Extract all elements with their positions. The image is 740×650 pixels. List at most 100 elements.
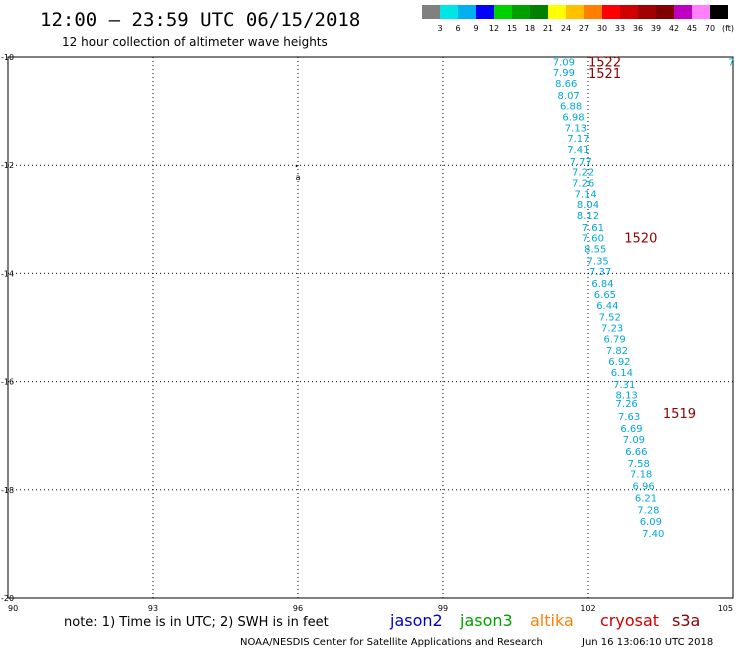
color-scale-tick: 6 — [455, 24, 460, 33]
wave-height-label: 6.44 — [596, 301, 618, 312]
color-scale-swatch — [548, 5, 566, 19]
color-scale-tick: 24 — [561, 24, 571, 33]
wave-height-label: 6.69 — [620, 424, 642, 435]
color-scale-tick: (ft) — [722, 24, 734, 33]
wave-height-label: 7.41 — [567, 145, 589, 156]
satellite-legend-jason3: jason3 — [459, 611, 513, 630]
x-tick-label: 102 — [580, 604, 595, 613]
color-scale-tick: 9 — [473, 24, 478, 33]
color-scale-swatch — [584, 5, 602, 19]
color-scale-swatch — [422, 5, 440, 19]
x-tick-label: 105 — [718, 604, 733, 613]
wave-height-label: 8.12 — [577, 211, 599, 222]
pass-number-label: 1522 — [588, 55, 621, 70]
x-tick-label: 90 — [8, 604, 18, 613]
y-tick-label: -14 — [1, 269, 14, 278]
wave-height-label: 6.21 — [635, 493, 657, 504]
pass-number-label: 1520 — [624, 232, 657, 247]
wave-height-label: 7.31 — [613, 380, 635, 391]
satellite-legend-s3a: s3a — [672, 611, 700, 630]
wave-height-label: 6.84 — [591, 279, 613, 290]
wave-height-label: 6.88 — [560, 102, 582, 113]
axis-ticks: 90 93 96 99 102 105 -10 -12 -14 -16 -18 -20 — [1, 53, 733, 613]
color-scale-swatch — [620, 5, 638, 19]
color-scale-legend: 3 6 9 12 15 18 21 24 27 30 33 36 39 42 45 70 (ft) — [422, 5, 734, 33]
wave-height-label: 7.77 — [570, 157, 592, 168]
wave-height-label: 7.63 — [618, 412, 640, 423]
color-scale-swatch — [602, 5, 620, 19]
color-scale-tick: 27 — [579, 24, 589, 33]
color-scale-tick: 3 — [437, 24, 442, 33]
wave-height-label: 6.98 — [562, 113, 584, 124]
edge-value-label: 7 — [728, 57, 734, 68]
color-scale-swatch — [710, 5, 728, 19]
wave-height-label: 6.09 — [640, 517, 662, 528]
annotation-label: a — [296, 173, 301, 182]
wave-height-label: 7.23 — [601, 324, 623, 335]
y-tick-label: -18 — [1, 486, 14, 495]
x-tick-label: 99 — [438, 604, 448, 613]
color-scale-swatch — [440, 5, 458, 19]
chart-subtitle: 12 hour collection of altimeter wave hei… — [62, 35, 328, 49]
wave-height-label: 8.04 — [577, 200, 599, 211]
x-tick-label: 96 — [293, 604, 303, 613]
wave-height-label: 8.66 — [555, 79, 577, 90]
wave-height-label: 7.40 — [642, 529, 664, 540]
wave-height-label: 6.92 — [608, 357, 630, 368]
satellite-legend-jason2: jason2 — [389, 611, 443, 630]
wave-height-label: 7.82 — [606, 346, 628, 357]
color-scale-tick: 21 — [543, 24, 553, 33]
color-scale-swatch — [656, 5, 674, 19]
chart-title: 12:00 – 23:59 UTC 06/15/2018 — [40, 9, 360, 31]
color-scale-tick: 30 — [597, 24, 607, 33]
wave-height-label: 6.79 — [603, 334, 625, 345]
satellite-legend: jason2 jason3 altika cryosat s3a — [389, 611, 700, 630]
grid-lines — [8, 57, 733, 598]
color-scale-swatch — [530, 5, 548, 19]
wave-height-label: 7.52 — [599, 313, 621, 324]
wave-height-label: 7.37 — [589, 267, 611, 278]
pass-number-label: 1519 — [663, 407, 696, 422]
y-tick-label: -12 — [1, 161, 14, 170]
color-scale-swatch — [494, 5, 512, 19]
wave-height-label: 7.60 — [582, 234, 604, 245]
wave-height-label: 7.13 — [565, 123, 587, 134]
footer-credit: NOAA/NESDIS Center for Satellite Applica… — [240, 637, 543, 648]
wave-height-label: 7.14 — [574, 189, 596, 200]
wave-height-label: 7.18 — [630, 470, 652, 481]
wave-height-label: 7.35 — [587, 256, 609, 267]
wave-height-label: 6.14 — [611, 368, 633, 379]
wave-height-label: 7.09 — [553, 57, 575, 68]
color-scale-tick: 33 — [615, 24, 625, 33]
color-scale-tick: 15 — [507, 24, 517, 33]
color-scale-tick: 42 — [669, 24, 679, 33]
color-scale-tick: 12 — [489, 24, 499, 33]
y-tick-label: -16 — [1, 378, 14, 387]
color-scale-swatch — [638, 5, 656, 19]
annotation-dot — [295, 165, 298, 168]
color-scale-tick: 18 — [525, 24, 535, 33]
color-scale-tick: 36 — [633, 24, 643, 33]
wave-height-label: 8.55 — [584, 245, 606, 256]
y-tick-label: -10 — [1, 53, 14, 62]
wave-height-label: 7.22 — [572, 168, 594, 179]
wave-height-label: 7.58 — [628, 459, 650, 470]
wave-height-label: 6.66 — [625, 447, 647, 458]
wave-height-label: 6.96 — [632, 481, 654, 492]
wave-height-label: 7.26 — [572, 179, 594, 190]
color-scale-swatch — [692, 5, 710, 19]
data-labels: 7.097.998.668.076.886.987.137.177.417.77… — [295, 55, 735, 540]
color-scale-tick: 39 — [651, 24, 661, 33]
y-tick-label: -20 — [1, 594, 14, 603]
color-scale-tick: 70 — [705, 24, 715, 33]
color-scale-tick: 45 — [687, 24, 697, 33]
footer-timestamp: Jun 16 13:06:10 UTC 2018 — [581, 637, 713, 648]
color-scale-swatch — [458, 5, 476, 19]
wave-height-label: 6.65 — [594, 290, 616, 301]
satellite-legend-cryosat: cryosat — [600, 611, 659, 630]
x-tick-label: 93 — [148, 604, 158, 613]
wave-height-label: 7.61 — [582, 223, 604, 234]
wave-height-label: 7.28 — [637, 505, 659, 516]
wave-height-label: 7.26 — [616, 399, 638, 410]
color-scale-swatch — [674, 5, 692, 19]
